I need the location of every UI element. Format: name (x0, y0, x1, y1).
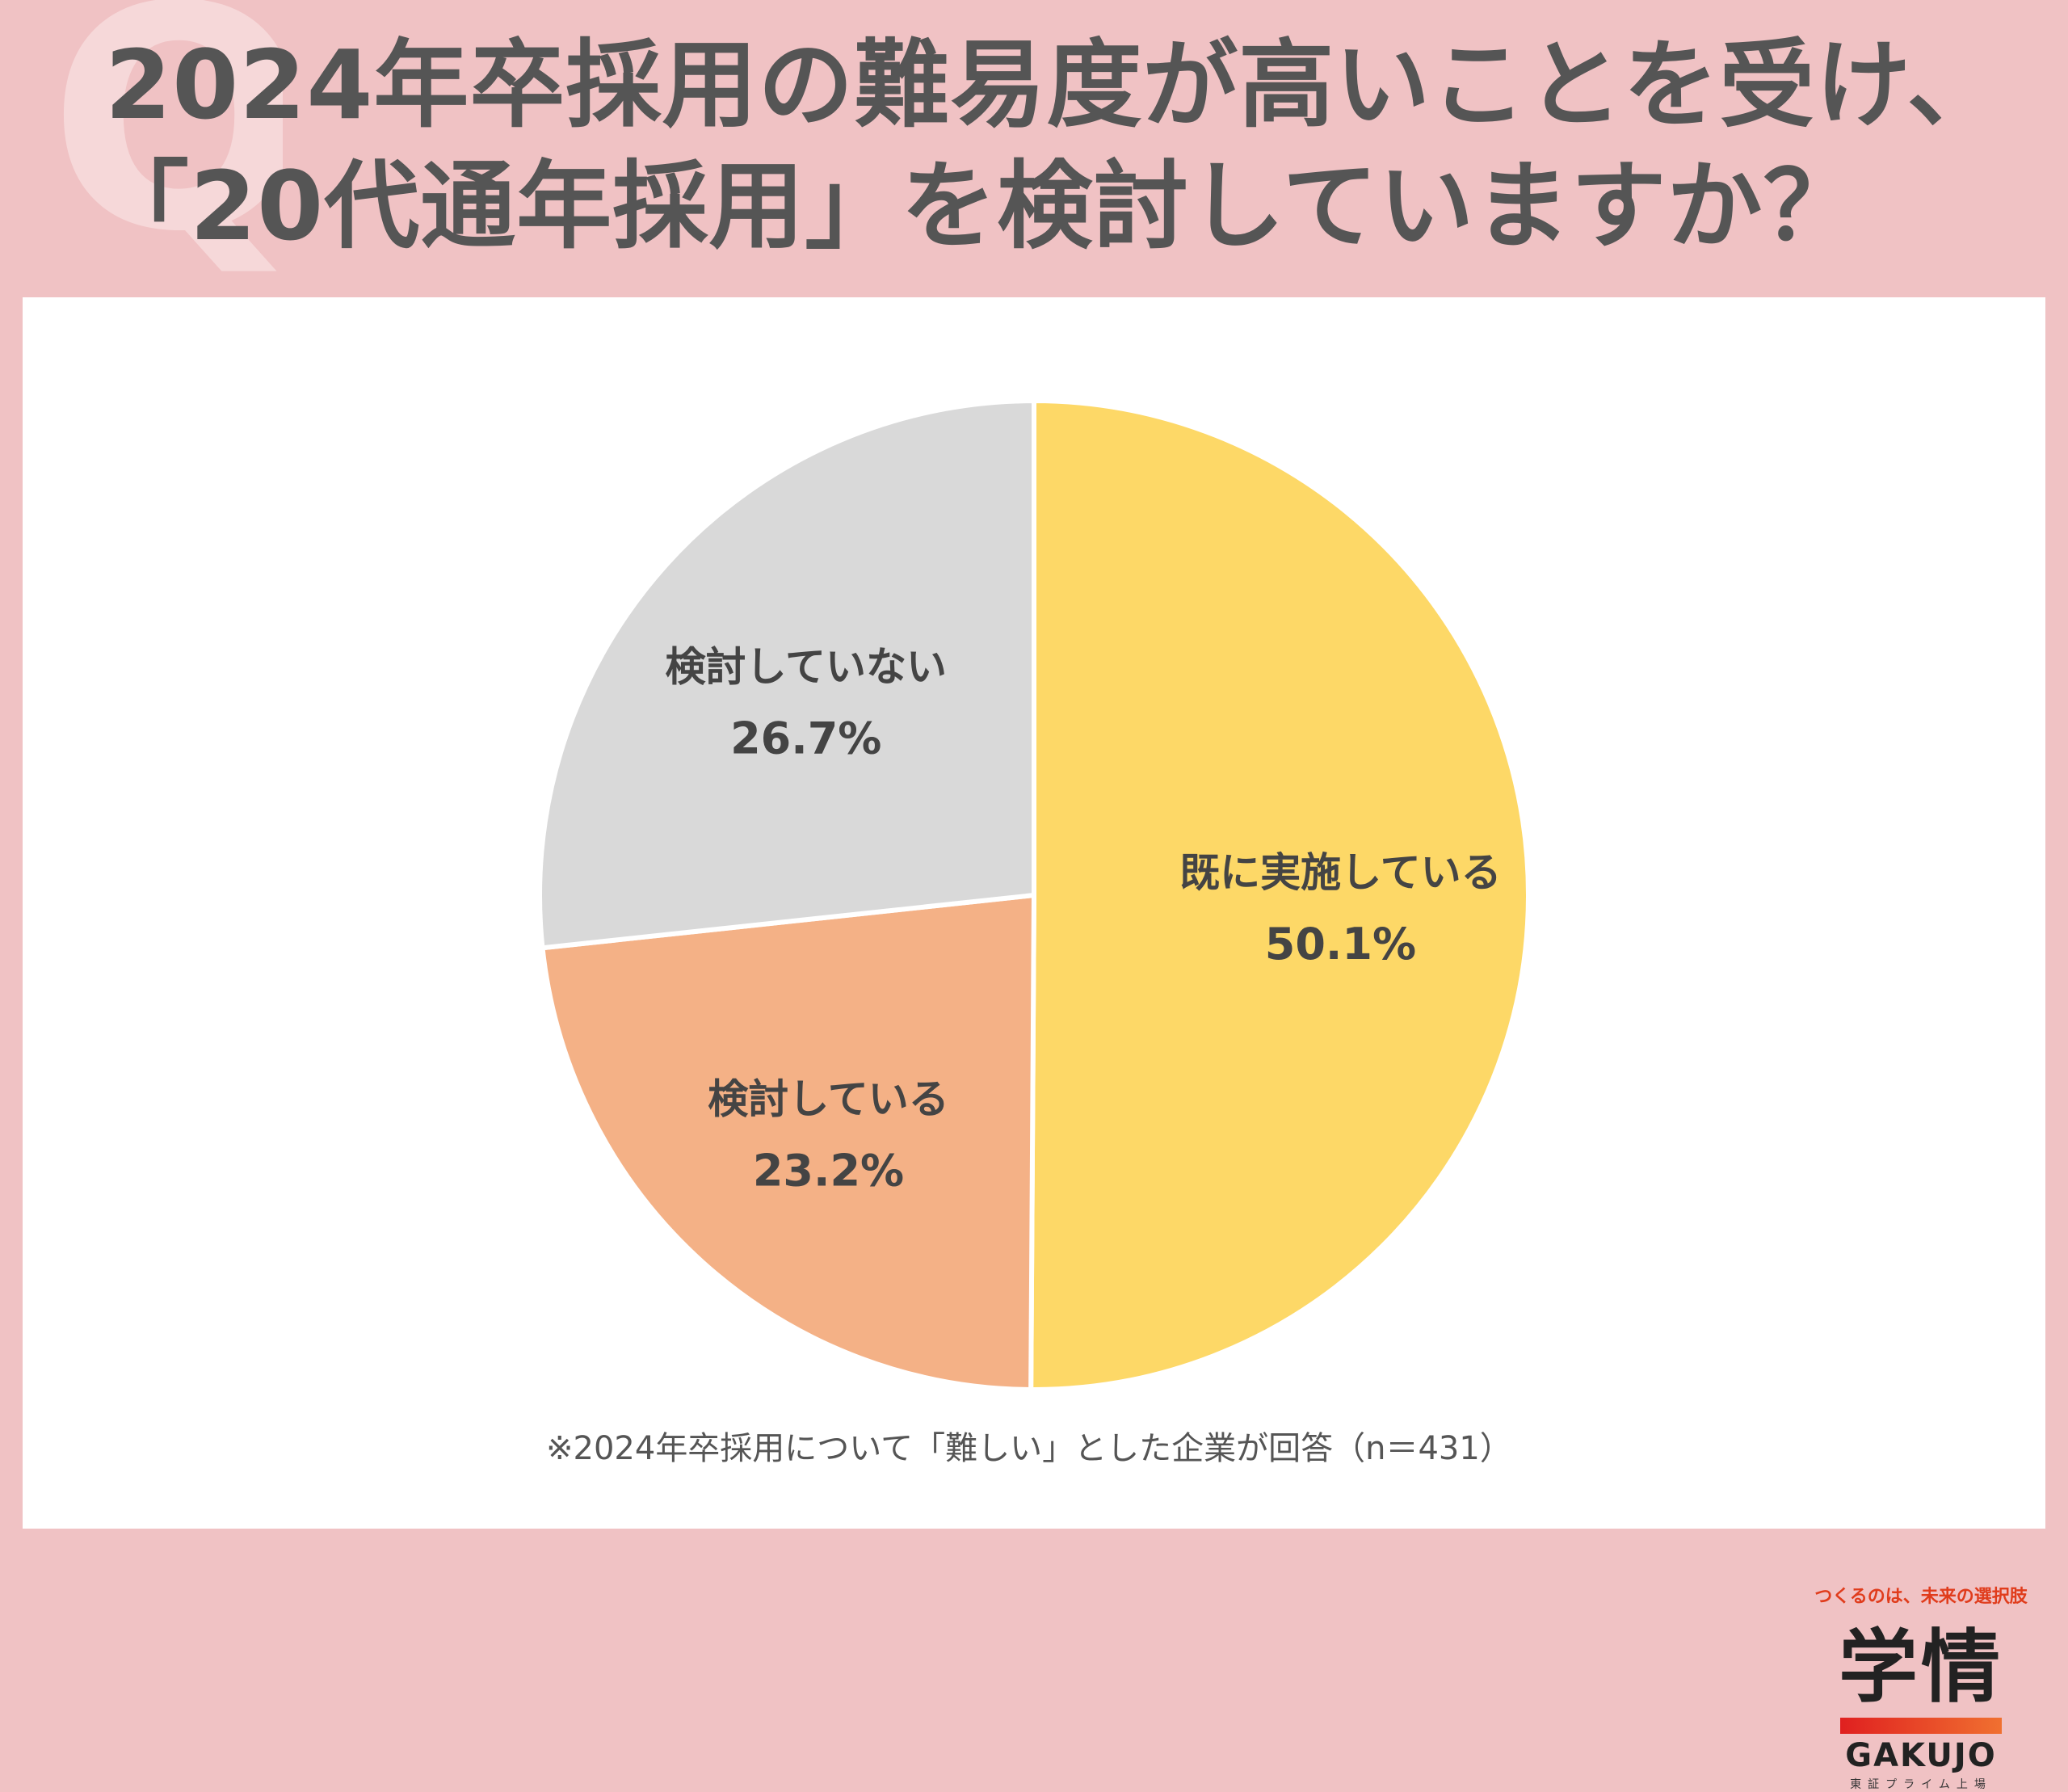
page-title: 2024年卒採用の難易度が高いことを受け、 「20代通年採用」を検討していますか… (94, 24, 2044, 267)
logo-english: GAKUJO (1845, 1737, 1997, 1774)
logo-bar (1840, 1718, 2002, 1734)
title-line-2: 「20代通年採用」を検討していますか？ (94, 150, 1860, 262)
pie-slice-0 (1028, 398, 1531, 1392)
title-line-1: 2024年卒採用の難易度が高いことを受け、 (105, 29, 2003, 141)
slice-label-1: 検討している (708, 1075, 949, 1122)
slice-value-1: 23.2% (753, 1145, 904, 1196)
pie-slice-2 (537, 398, 1036, 951)
pie-chart: 既に実施している 50.1% 検討している 23.2% 検討していない 26.7% (537, 398, 1531, 1393)
logo-sub: 東証プライム上場 (1850, 1778, 1992, 1791)
slice-label-2: 検討していない (666, 643, 948, 690)
footnote: ※2024年卒採用について「難しい」とした企業が回答（n＝431） (546, 1430, 1512, 1467)
pie-slice-1 (540, 892, 1037, 1393)
slice-value-0: 50.1% (1265, 919, 1416, 970)
logo-kanji: 学情 (1838, 1622, 2003, 1714)
slice-label-0: 既に実施している (1179, 849, 1502, 896)
chart-panel: 既に実施している 50.1% 検討している 23.2% 検討していない 26.7% ※20… (23, 297, 2045, 1791)
logo-tagline: つくるのは、未来の選択肢 (1814, 1587, 2028, 1607)
slice-value-2: 26.7% (730, 713, 881, 763)
gakujo-logo: つくるのは、未来の選択肢 学情 GAKUJO 東証プライム上場 (1800, 1582, 2042, 1792)
